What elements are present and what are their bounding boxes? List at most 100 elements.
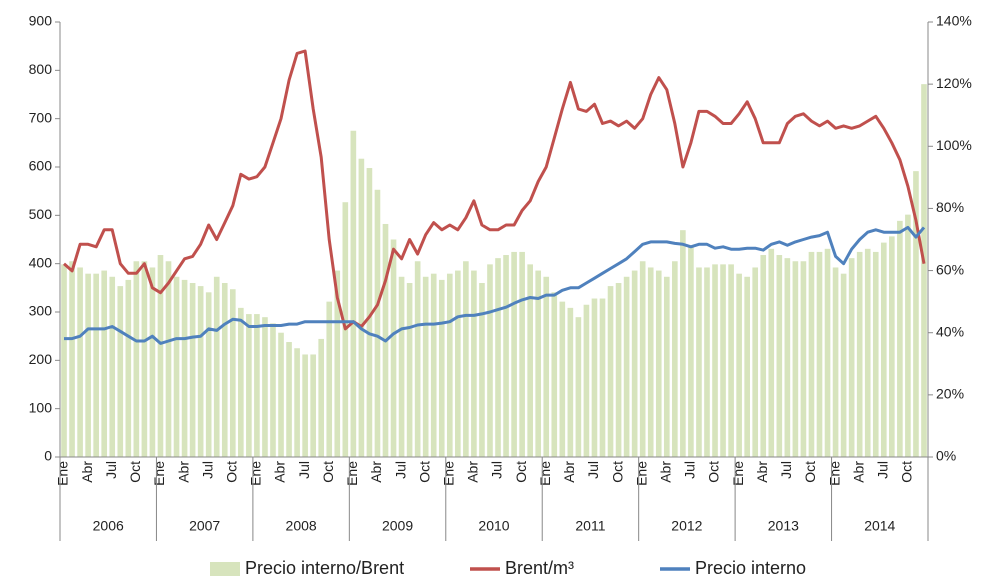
bar: [229, 289, 236, 457]
bar: [519, 251, 525, 457]
bar: [326, 301, 333, 457]
x-tick-label: Abr: [754, 461, 770, 483]
bar: [599, 298, 606, 457]
x-tick-label: Ene: [826, 461, 842, 486]
x-tick-label: Jul: [682, 461, 698, 479]
bar: [736, 273, 742, 457]
x-tick-label: Jul: [489, 461, 505, 479]
y2-tick-label: 20%: [936, 386, 964, 402]
bar: [390, 239, 397, 457]
bar: [784, 258, 791, 457]
x-tick-label: Jul: [392, 461, 408, 479]
bar: [205, 292, 212, 457]
x-tick-label: Abr: [272, 461, 288, 483]
bar: [511, 251, 517, 457]
x-tick-label: Jul: [585, 461, 601, 479]
legend-label: Precio interno: [695, 558, 806, 578]
bar: [647, 267, 654, 457]
x-tick-label: Jul: [103, 461, 119, 479]
bar: [294, 348, 300, 457]
bar: [840, 273, 847, 457]
bar: [77, 267, 83, 457]
bar: [398, 276, 405, 457]
bar: [752, 267, 759, 457]
bar: [880, 242, 887, 457]
x-tick-label: Ene: [633, 461, 649, 486]
x-tick-label: Jul: [874, 461, 890, 479]
x-group-label: 2009: [382, 518, 413, 534]
x-group-label: 2013: [768, 518, 799, 534]
bar: [85, 273, 91, 457]
bar: [712, 264, 718, 457]
line: [63, 49, 926, 331]
bar: [591, 298, 598, 457]
bar: [350, 130, 357, 457]
y-tick-label: 100: [29, 399, 53, 415]
bar: [663, 276, 670, 457]
y2-tick-label: 80%: [936, 199, 964, 215]
bar: [318, 338, 325, 457]
y-tick-label: 900: [29, 13, 53, 29]
x-tick-label: Abr: [657, 461, 673, 483]
bar: [559, 301, 566, 457]
x-tick-label: Abr: [175, 461, 191, 483]
bar: [832, 267, 839, 457]
x-tick-label: Oct: [802, 461, 818, 483]
bar: [680, 230, 686, 457]
bar: [93, 273, 99, 457]
bar: [109, 276, 116, 457]
bar: [824, 248, 831, 457]
bar: [776, 255, 783, 457]
bar: [527, 264, 533, 457]
x-tick-label: Jul: [778, 461, 794, 479]
y-tick-label: 0: [44, 448, 52, 464]
bar: [848, 258, 855, 457]
bar: [921, 84, 927, 458]
x-tick-label: Oct: [223, 461, 239, 483]
bar: [254, 314, 260, 457]
x-tick-label: Abr: [79, 461, 95, 483]
x-tick-label: Oct: [609, 461, 625, 483]
x-tick-label: Ene: [248, 461, 264, 486]
bar: [181, 279, 188, 457]
bar: [302, 354, 308, 457]
x-tick-label: Abr: [561, 461, 577, 483]
legend-label: Brent/m³: [505, 558, 574, 578]
bar: [704, 267, 710, 457]
bar: [61, 264, 67, 457]
y-tick-label: 600: [29, 158, 53, 174]
bar: [792, 261, 799, 457]
bar: [615, 283, 622, 457]
x-group-label: 2012: [671, 518, 702, 534]
bar: [374, 189, 381, 458]
bar: [149, 267, 156, 457]
y2-tick-label: 60%: [936, 261, 964, 277]
bar: [551, 292, 558, 457]
x-tick-label: Jul: [296, 461, 312, 479]
bar: [744, 276, 750, 457]
bar: [583, 304, 590, 457]
x-tick-label: Abr: [465, 461, 481, 483]
bar: [414, 261, 421, 457]
bar: [463, 261, 469, 457]
x-tick-label: Oct: [706, 461, 722, 483]
x-tick-label: Ene: [537, 461, 553, 486]
bar: [535, 270, 542, 457]
bar: [246, 314, 252, 457]
bar: [567, 307, 574, 457]
bar: [133, 261, 140, 457]
line: [64, 225, 926, 345]
bar: [286, 342, 292, 457]
bar: [173, 276, 180, 457]
bar: [278, 332, 284, 457]
bar: [800, 261, 807, 457]
bar: [864, 248, 871, 457]
x-group-label: 2007: [189, 518, 220, 534]
y2-tick-label: 100%: [936, 137, 972, 153]
bar: [197, 286, 204, 457]
x-group-label: 2011: [575, 518, 605, 534]
bar: [623, 276, 630, 457]
x-tick-label: Ene: [440, 461, 456, 486]
y-tick-label: 200: [29, 351, 53, 367]
y2-tick-label: 40%: [936, 323, 964, 339]
